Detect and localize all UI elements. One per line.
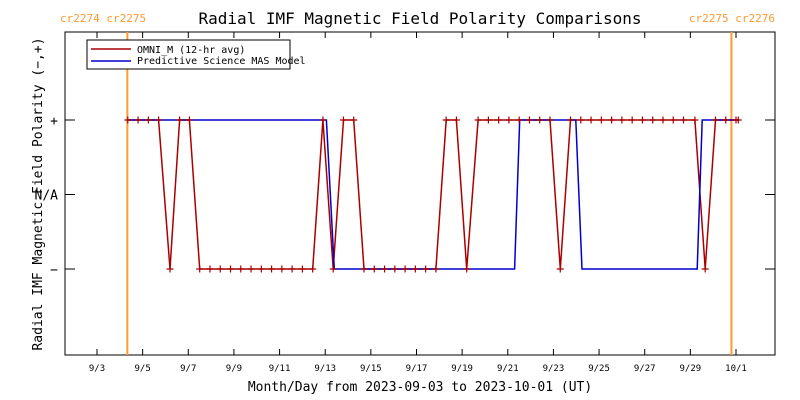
y-axis-label: Radial IMF Magnetic Field Polarity (−,+) (31, 37, 46, 350)
x-tick-label: 9/11 (269, 364, 291, 374)
data-point-marker (669, 116, 677, 124)
data-point-marker (247, 265, 255, 273)
data-point-marker (257, 265, 265, 273)
data-point-marker (381, 265, 389, 273)
data-point-marker (391, 265, 399, 273)
data-point-marker (422, 265, 430, 273)
data-point-marker (452, 116, 460, 124)
data-point-marker (176, 116, 184, 124)
data-point-marker (134, 116, 142, 124)
x-tick-label: 9/3 (89, 364, 105, 374)
x-tick-label: 9/9 (226, 364, 242, 374)
data-point-marker (546, 116, 554, 124)
data-point-marker (505, 116, 513, 124)
data-point-marker (206, 265, 214, 273)
x-tick-label: 9/15 (360, 364, 382, 374)
data-point-marker (536, 116, 544, 124)
data-point-marker (474, 116, 482, 124)
data-point-marker (166, 265, 174, 273)
data-point-marker (370, 265, 378, 273)
data-point-marker (711, 116, 719, 124)
data-point-marker (495, 116, 503, 124)
x-tick-label: 9/7 (180, 364, 196, 374)
data-point-marker (734, 116, 742, 124)
data-point-marker (339, 116, 347, 124)
data-point-marker (701, 265, 709, 273)
series-line-omni (127, 119, 739, 270)
data-point-marker (556, 265, 564, 273)
data-point-marker (350, 116, 358, 124)
data-point-marker (463, 265, 471, 273)
x-tick-label: 9/5 (135, 364, 151, 374)
data-point-marker (638, 116, 646, 124)
data-point-marker (278, 265, 286, 273)
legend-box (86, 39, 291, 70)
data-point-marker (216, 265, 224, 273)
data-point-marker (608, 116, 616, 124)
x-axis-label: Month/Day from 2023-09-03 to 2023-10-01 … (248, 380, 592, 395)
data-point-marker (329, 265, 337, 273)
data-point-marker (597, 116, 605, 124)
x-tick-label: 9/23 (543, 364, 565, 374)
data-point-marker (155, 116, 163, 124)
legend-label-omni: OMNI_M (12-hr avg) (137, 45, 245, 56)
data-point-marker (227, 265, 235, 273)
data-point-marker (515, 116, 523, 124)
data-point-marker (298, 265, 306, 273)
data-point-marker (577, 116, 585, 124)
data-point-marker (237, 265, 245, 273)
chart-title: Radial IMF Magnetic Field Polarity Compa… (198, 9, 641, 28)
data-point-marker (659, 116, 667, 124)
data-point-marker (484, 116, 492, 124)
data-point-marker (649, 116, 657, 124)
data-point-marker (124, 116, 132, 124)
x-tick-label: 9/25 (588, 364, 610, 374)
data-point-marker (360, 265, 368, 273)
data-point-marker (442, 116, 450, 124)
data-point-marker (680, 116, 688, 124)
x-tick-label: 9/29 (680, 364, 702, 374)
x-tick-label: 9/17 (406, 364, 428, 374)
series-line-mas (127, 119, 739, 270)
x-tick-label: 9/19 (451, 364, 473, 374)
data-point-marker (411, 265, 419, 273)
data-point-marker (628, 116, 636, 124)
data-point-marker (196, 265, 204, 273)
data-point-marker (319, 116, 327, 124)
data-point-marker (722, 116, 730, 124)
data-point-marker (567, 116, 575, 124)
legend-label-mas: Predictive Science MAS Model (137, 56, 306, 67)
data-point-marker (691, 116, 699, 124)
data-point-marker (432, 265, 440, 273)
data-point-marker (144, 116, 152, 124)
data-point-marker (618, 116, 626, 124)
data-point-marker (587, 116, 595, 124)
data-point-marker (309, 265, 317, 273)
x-tick-label: 9/21 (497, 364, 519, 374)
data-point-marker (401, 265, 409, 273)
legend: OMNI_M (12-hr avg) Predictive Science MA… (86, 39, 306, 70)
y-tick-label: − (50, 263, 58, 278)
x-tick-label: 9/13 (314, 364, 336, 374)
plot-frame (64, 31, 776, 356)
data-point-marker (288, 265, 296, 273)
rotation-label: cr2274 cr2275 (60, 12, 146, 25)
x-tick-label: 10/1 (725, 364, 747, 374)
data-point-marker (268, 265, 276, 273)
rotation-label: cr2275 cr2276 (689, 12, 775, 25)
data-point-marker (185, 116, 193, 124)
y-tick-label: N/A (35, 189, 59, 204)
y-tick-label: + (50, 114, 58, 129)
x-tick-label: 9/27 (634, 364, 656, 374)
data-point-marker (525, 116, 533, 124)
